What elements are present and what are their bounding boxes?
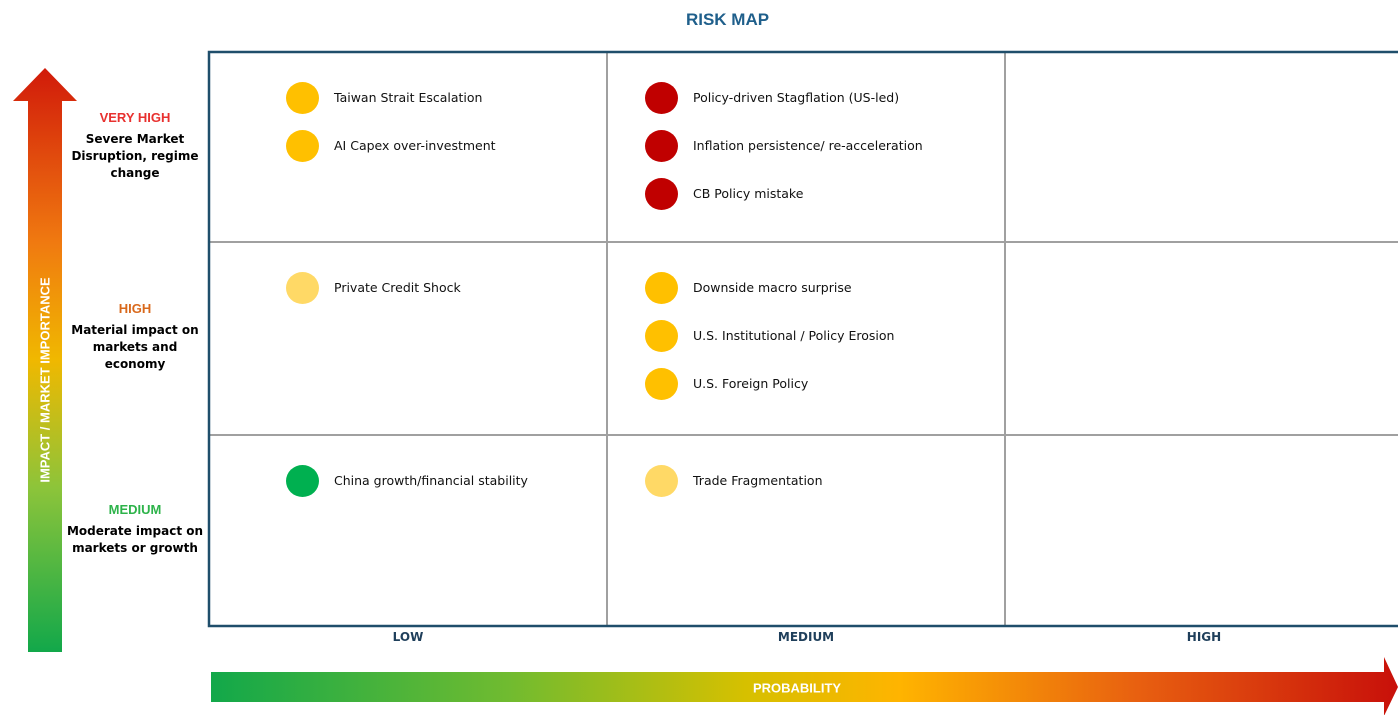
risk-dot bbox=[645, 178, 678, 210]
risk-dot bbox=[645, 82, 678, 114]
risk-label: U.S. Institutional / Policy Erosion bbox=[693, 328, 895, 343]
risk-label: Taiwan Strait Escalation bbox=[334, 90, 483, 105]
impact-level: HIGH bbox=[118, 301, 152, 316]
column-label: HIGH bbox=[1186, 630, 1222, 644]
y-axis-arrow bbox=[13, 68, 77, 652]
risk-dot bbox=[286, 82, 319, 114]
risk-label: China growth/financial stability bbox=[334, 473, 528, 488]
risk-dot bbox=[645, 272, 678, 304]
risk-label: AI Capex over-investment bbox=[334, 138, 496, 153]
risk-dot bbox=[645, 130, 678, 162]
risk-label: Downside macro surprise bbox=[693, 280, 852, 295]
risk-label: Policy-driven Stagflation (US-led) bbox=[693, 90, 900, 105]
impact-description: Moderate impact on markets or growth bbox=[66, 524, 204, 555]
column-label: MEDIUM bbox=[777, 630, 835, 644]
risk-label: Private Credit Shock bbox=[334, 280, 461, 295]
column-label: LOW bbox=[392, 630, 424, 644]
risk-label: Inflation persistence/ re-acceleration bbox=[693, 138, 923, 153]
risk-label: Trade Fragmentation bbox=[693, 473, 823, 488]
risk-label: U.S. Foreign Policy bbox=[693, 376, 809, 391]
risk-dot bbox=[645, 320, 678, 352]
impact-description: Severe Market Disruption, regime change bbox=[71, 132, 199, 180]
y-axis-label: IMPACT / MARKET IMPORTANCE bbox=[37, 277, 53, 483]
risk-label: CB Policy mistake bbox=[693, 186, 804, 201]
risk-dot bbox=[645, 465, 678, 497]
grid-border bbox=[207, 50, 1398, 628]
risk-dot bbox=[286, 272, 319, 304]
x-axis-label: PROBABILITY bbox=[752, 680, 842, 696]
risk-dot bbox=[645, 368, 678, 400]
risk-dot bbox=[286, 465, 319, 497]
x-axis-arrow bbox=[211, 657, 1398, 715]
impact-level: VERY HIGH bbox=[99, 110, 171, 125]
title: RISK MAP bbox=[685, 10, 770, 29]
impact-level: MEDIUM bbox=[108, 502, 162, 517]
impact-description: Material impact on markets and economy bbox=[71, 323, 199, 371]
risk-dot bbox=[286, 130, 319, 162]
